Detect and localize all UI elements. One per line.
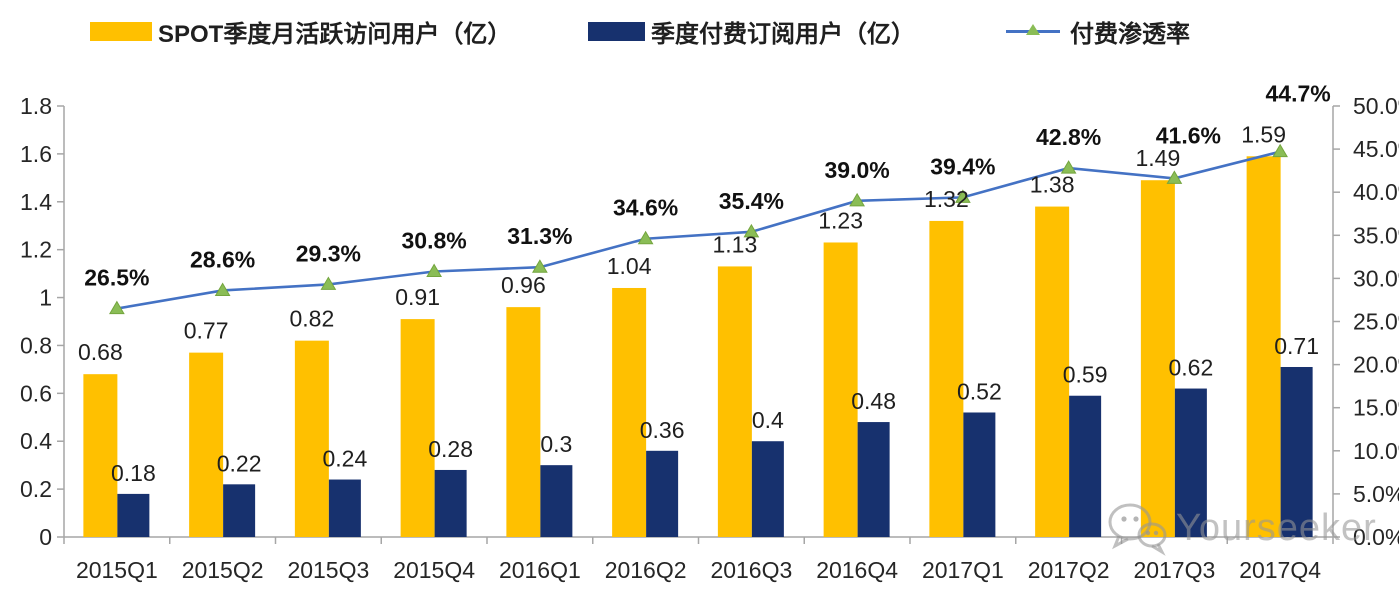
svg-text:2015Q2: 2015Q2 — [182, 557, 264, 583]
svg-text:0.36: 0.36 — [640, 417, 685, 443]
svg-text:0.68: 0.68 — [78, 339, 123, 365]
subscribers-series-swatch — [588, 21, 645, 41]
svg-text:28.6%: 28.6% — [190, 246, 255, 272]
svg-text:31.3%: 31.3% — [507, 223, 572, 249]
svg-text:44.7%: 44.7% — [1266, 81, 1331, 107]
svg-text:0.4: 0.4 — [20, 428, 52, 454]
svg-text:1.4: 1.4 — [20, 189, 52, 215]
triangle-marker-icon — [1026, 23, 1040, 35]
svg-text:15.0%: 15.0% — [1353, 395, 1399, 421]
svg-text:42.8%: 42.8% — [1036, 124, 1101, 150]
svg-text:0.8: 0.8 — [20, 332, 52, 358]
svg-text:0.82: 0.82 — [289, 306, 334, 332]
svg-text:20.0%: 20.0% — [1353, 352, 1399, 378]
svg-text:0.52: 0.52 — [957, 378, 1002, 404]
svg-text:30.8%: 30.8% — [402, 228, 467, 254]
svg-text:41.6%: 41.6% — [1156, 122, 1221, 148]
svg-text:2017Q2: 2017Q2 — [1028, 557, 1110, 583]
svg-text:5.0%: 5.0% — [1353, 481, 1399, 507]
svg-text:0.96: 0.96 — [501, 272, 546, 298]
svg-text:50.0%: 50.0% — [1353, 93, 1399, 119]
svg-text:1.6: 1.6 — [20, 141, 52, 167]
legend-label-subscribers: 季度付费订阅用户（亿） — [651, 20, 915, 48]
svg-text:1.32: 1.32 — [924, 186, 969, 212]
svg-text:2015Q4: 2015Q4 — [393, 557, 475, 583]
svg-text:0.6: 0.6 — [20, 380, 52, 406]
svg-text:34.6%: 34.6% — [613, 195, 678, 221]
svg-text:2017Q1: 2017Q1 — [922, 557, 1004, 583]
svg-text:40.0%: 40.0% — [1353, 179, 1399, 205]
svg-text:0.22: 0.22 — [217, 450, 262, 476]
svg-text:25.0%: 25.0% — [1353, 309, 1399, 335]
svg-text:0.77: 0.77 — [184, 318, 229, 344]
svg-text:35.4%: 35.4% — [719, 188, 784, 214]
svg-text:1.13: 1.13 — [712, 231, 757, 257]
svg-text:1.04: 1.04 — [607, 253, 652, 279]
svg-text:0.48: 0.48 — [851, 388, 896, 414]
mau-series-swatch — [90, 21, 152, 41]
svg-text:39.0%: 39.0% — [825, 157, 890, 183]
svg-text:0.0%: 0.0% — [1353, 524, 1399, 550]
svg-text:45.0%: 45.0% — [1353, 136, 1399, 162]
svg-text:0.71: 0.71 — [1274, 333, 1319, 359]
svg-text:35.0%: 35.0% — [1353, 222, 1399, 248]
svg-text:2017Q3: 2017Q3 — [1133, 557, 1215, 583]
svg-text:1.23: 1.23 — [818, 207, 863, 233]
svg-text:2016Q1: 2016Q1 — [499, 557, 581, 583]
legend-item-subscribers-series: 季度付费订阅用户（亿） — [588, 16, 915, 48]
penetration-line-swatch — [1006, 22, 1060, 41]
svg-text:2016Q2: 2016Q2 — [605, 557, 687, 583]
legend-item-penetration-series: 付费渗透率 — [1006, 16, 1190, 48]
svg-text:2016Q3: 2016Q3 — [710, 557, 792, 583]
svg-text:1.8: 1.8 — [20, 93, 52, 119]
svg-text:0.4: 0.4 — [752, 407, 784, 433]
svg-text:29.3%: 29.3% — [296, 240, 361, 266]
svg-text:10.0%: 10.0% — [1353, 438, 1399, 464]
legend-label-penetration: 付费渗透率 — [1070, 20, 1190, 48]
svg-text:2017Q4: 2017Q4 — [1239, 557, 1321, 583]
legend-label-mau: SPOT季度月活跃访问用户（亿） — [158, 20, 512, 48]
svg-text:30.0%: 30.0% — [1353, 265, 1399, 291]
svg-text:1.2: 1.2 — [20, 237, 52, 263]
svg-text:2015Q1: 2015Q1 — [76, 557, 158, 583]
legend-item-mau-series: SPOT季度月活跃访问用户（亿） — [90, 16, 512, 48]
svg-text:1.59: 1.59 — [1241, 121, 1286, 147]
svg-text:2016Q4: 2016Q4 — [816, 557, 898, 583]
svg-text:0.28: 0.28 — [428, 436, 473, 462]
svg-text:0.2: 0.2 — [20, 476, 52, 502]
svg-text:0.62: 0.62 — [1168, 355, 1213, 381]
svg-text:0.3: 0.3 — [540, 431, 572, 457]
svg-text:39.4%: 39.4% — [930, 153, 995, 179]
svg-text:26.5%: 26.5% — [84, 265, 149, 291]
svg-text:2015Q3: 2015Q3 — [287, 557, 369, 583]
svg-text:0.18: 0.18 — [111, 460, 156, 486]
svg-text:0.59: 0.59 — [1063, 362, 1108, 388]
svg-text:1.38: 1.38 — [1030, 172, 1075, 198]
svg-text:0.24: 0.24 — [322, 446, 367, 472]
svg-text:0.91: 0.91 — [395, 284, 440, 310]
svg-text:0: 0 — [39, 524, 52, 550]
svg-text:1: 1 — [39, 285, 52, 311]
svg-text:1.49: 1.49 — [1135, 145, 1180, 171]
